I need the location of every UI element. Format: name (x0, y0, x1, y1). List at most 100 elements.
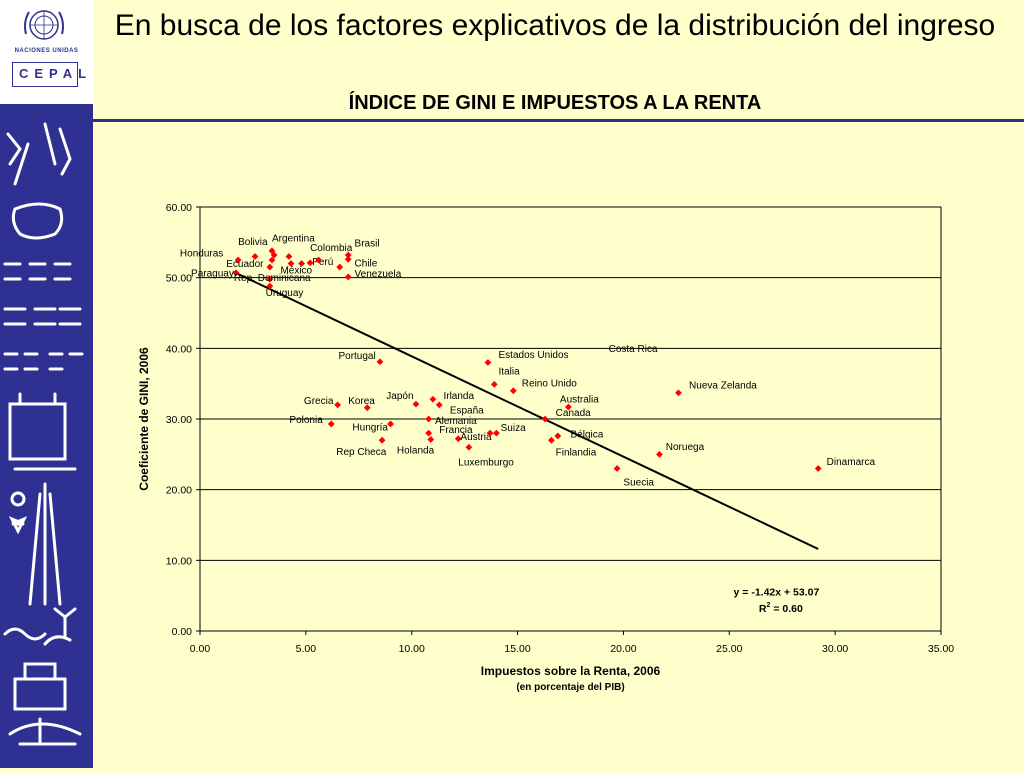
x-tick-label: 25.00 (716, 643, 742, 655)
data-point (336, 263, 344, 271)
data-point (315, 256, 322, 264)
data-point (656, 450, 663, 458)
data-point (427, 436, 435, 443)
data-label: Uruguay (266, 288, 304, 299)
gini-scatter-chart: 0.00 10.00 20.00 30.00 40.00 50.00 60.00 0.00 5.… (137, 202, 954, 693)
data-point (554, 432, 562, 440)
data-point (465, 443, 473, 451)
data-point (387, 420, 394, 428)
x-tick-label: 35.00 (928, 643, 954, 655)
data-point (454, 435, 462, 443)
data-point (285, 253, 293, 260)
data-label: Estados Unidos (499, 350, 569, 361)
data-label: Costa Rica (609, 344, 658, 355)
data-point (484, 359, 492, 366)
data-label: Portugal (338, 351, 375, 362)
data-label: Venezuela (355, 269, 402, 280)
data-point (378, 436, 386, 444)
data-label: Canada (556, 408, 591, 419)
data-label: Australia (560, 395, 599, 406)
data-point (814, 465, 822, 472)
y-tick-label: 40.00 (166, 343, 192, 355)
data-point (548, 436, 555, 444)
y-tick-label: 0.00 (172, 626, 193, 638)
data-point (287, 260, 295, 267)
data-label: Irlanda (443, 391, 474, 402)
y-tick-label: 30.00 (166, 414, 192, 426)
cepal-logo: CEPAL (12, 62, 86, 87)
trend-line (237, 273, 819, 550)
decorative-band (0, 104, 93, 768)
r-squared-symbol: R (759, 603, 767, 615)
data-label: Honduras (180, 248, 223, 259)
data-label: México (280, 265, 312, 276)
data-label: Luxemburgo (458, 458, 514, 469)
data-point (564, 403, 572, 411)
data-point (344, 251, 352, 259)
x-tick-label: 5.00 (296, 643, 317, 655)
x-axis-label: Impuestos sobre la Renta, 2006 (481, 664, 661, 678)
data-label: Austria (460, 432, 492, 443)
data-point (490, 380, 498, 388)
petroglyph-pattern-icon (3, 122, 84, 746)
data-point (232, 269, 240, 277)
data-label: Reino Unido (522, 378, 577, 389)
data-point (509, 387, 517, 395)
data-label: Italia (499, 366, 521, 377)
data-point (344, 255, 352, 263)
x-tick-label: 20.00 (610, 643, 636, 655)
data-point (270, 251, 278, 259)
data-label: Alemania (435, 416, 477, 427)
x-tick-label: 15.00 (504, 643, 530, 655)
data-label: Ecuador (226, 259, 264, 270)
data-label: Chile (355, 258, 378, 269)
data-label: Japón (386, 391, 413, 402)
trend-equation: y = -1.42x + 53.07 (734, 587, 820, 599)
data-point (363, 404, 371, 412)
data-point (541, 415, 549, 423)
x-tick-label: 0.00 (190, 643, 211, 655)
page-subtitle: ÍNDICE DE GINI E IMPUESTOS A LA RENTA (348, 92, 762, 114)
data-point (327, 420, 335, 428)
data-label: Paraguay (191, 268, 234, 279)
data-label: Brasil (355, 239, 380, 250)
data-label: Suiza (501, 423, 526, 434)
data-label: Dinamarca (827, 457, 876, 468)
data-point (493, 429, 500, 437)
data-label: Korea (348, 396, 375, 407)
logo-area: NACIONES UNIDAS CEPAL (0, 0, 93, 104)
data-point (412, 400, 420, 408)
data-label: Finlandia (556, 448, 597, 459)
data-point (435, 401, 443, 409)
plot-frame (199, 206, 942, 632)
data-point (266, 275, 274, 283)
y-tick-label: 20.00 (166, 485, 192, 497)
data-label: Perú (312, 257, 333, 268)
data-point (429, 395, 437, 403)
page-title: En busca de los factores explicativos de… (114, 9, 996, 42)
data-point (613, 465, 621, 472)
data-label: Bolivia (238, 237, 268, 248)
data-label: Grecia (304, 396, 334, 407)
r-squared-value: = 0.60 (770, 603, 803, 615)
data-label: Bélgica (571, 429, 604, 440)
data-label: Polonia (289, 415, 323, 426)
data-point (306, 259, 314, 267)
data-point (298, 260, 306, 267)
data-label: Francia (439, 425, 473, 436)
data-label: Colombia (310, 243, 353, 254)
data-label: Rep Checa (336, 447, 386, 458)
data-label: Hungría (352, 422, 388, 433)
x-axis-sublabel: (en porcentaje del PIB) (516, 682, 624, 693)
data-point (425, 429, 433, 437)
y-tick-label: 50.00 (166, 273, 192, 285)
data-point (486, 429, 494, 437)
data-label: España (450, 405, 484, 416)
x-tick-label: 30.00 (822, 643, 848, 655)
data-label: Nueva Zelanda (689, 381, 757, 392)
y-tick-label: 60.00 (166, 202, 192, 214)
data-point (266, 263, 274, 271)
header-divider (93, 119, 1024, 122)
r-squared-label: R2 = 0.60 (759, 602, 803, 615)
y-tick-label: 10.00 (166, 555, 192, 567)
